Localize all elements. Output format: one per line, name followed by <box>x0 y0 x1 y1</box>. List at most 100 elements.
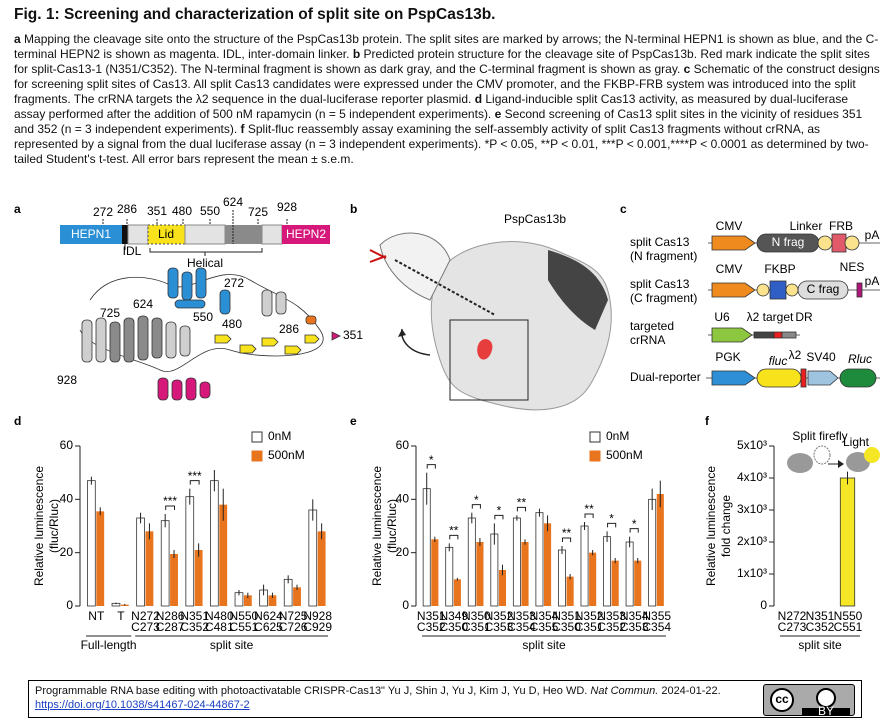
significance-bracket <box>165 505 176 510</box>
site-label: 351 <box>147 204 167 218</box>
site-label: 624 <box>223 195 243 209</box>
x-tick-label: C352 <box>180 620 209 634</box>
journal: Nat Commun. <box>590 685 659 697</box>
row-label: crRNA <box>630 333 665 347</box>
site-label: 725 <box>248 205 268 219</box>
figure-caption: a Mapping the cleavage site onto the str… <box>14 32 880 167</box>
significance-label: *** <box>163 494 177 508</box>
protein-label: PspCas13b <box>504 212 566 226</box>
x-tick-label: N349 <box>439 609 468 623</box>
significance-label: ** <box>449 524 459 538</box>
element-label: fluc <box>769 354 788 368</box>
x-tick-label: C353 <box>485 620 514 634</box>
element-label: SV40 <box>806 350 836 364</box>
y-axis-label: Relative luminescence <box>32 466 46 586</box>
date: 2024-01-22. <box>661 685 721 697</box>
row-label: (N fragment) <box>630 249 697 263</box>
bar <box>839 477 856 607</box>
x-tick-label: C352 <box>417 620 446 634</box>
bar <box>634 560 642 606</box>
panel-letter: b <box>350 202 357 216</box>
element-label: λ2 <box>789 348 802 362</box>
significance-label: * <box>429 453 434 467</box>
legend-swatch <box>589 431 601 443</box>
bar <box>512 517 521 607</box>
bar <box>625 541 634 607</box>
y-tick-label: 20 <box>60 545 74 559</box>
group-label: split site <box>522 638 566 652</box>
x-tick-label: C726 <box>279 620 308 634</box>
bar <box>96 511 105 606</box>
site-label: 928 <box>277 200 297 214</box>
bar <box>648 498 657 607</box>
citation: Programmable RNA base editing with photo… <box>35 684 721 712</box>
caption-text: Ligand-inducible split Cas13 activity, a… <box>14 92 849 121</box>
legend-swatch <box>251 450 263 462</box>
bar <box>293 587 301 606</box>
bar <box>170 554 178 606</box>
x-tick-label: N352 <box>485 609 514 623</box>
significance-label: * <box>609 512 614 526</box>
significance-bracket <box>471 504 481 509</box>
element-label: NES <box>840 260 865 274</box>
firefly-icon <box>787 445 880 473</box>
x-tick-label: N272 <box>778 609 807 623</box>
license-by: BY <box>818 704 834 715</box>
y-tick-label: 40 <box>60 492 74 506</box>
site-label: 272 <box>93 205 113 219</box>
x-tick-label: N272 <box>131 609 160 623</box>
x-tick-label: C625 <box>254 620 283 634</box>
bar <box>160 520 170 607</box>
legend-label: 0nM <box>606 429 629 443</box>
figure-title: Fig. 1: Screening and characterization o… <box>14 6 496 23</box>
x-tick-label: N351 <box>552 609 581 623</box>
significance-bracket <box>629 528 639 533</box>
element-label: Linker <box>790 219 823 233</box>
significance-label: *** <box>188 469 202 483</box>
site-label: 928 <box>57 373 77 387</box>
element-label: CMV <box>716 262 743 276</box>
site-label: 624 <box>133 297 153 311</box>
row-label: targeted <box>630 319 674 333</box>
significance-label: * <box>474 493 479 507</box>
site-label: 480 <box>222 317 242 331</box>
license-icon: cc BY <box>770 688 850 718</box>
panel-letter: c <box>620 202 627 216</box>
caption-label: a <box>14 32 21 46</box>
bar <box>467 517 476 607</box>
x-tick-label: N353 <box>507 609 536 623</box>
element-label: CMV <box>716 219 743 233</box>
x-tick-label: N354 <box>530 609 559 623</box>
domain-label: HEPN1 <box>71 227 111 241</box>
x-tick-label: N350 <box>462 609 491 623</box>
y-axis-label: Relative luminescence <box>704 466 718 586</box>
y-tick-label: 40 <box>396 492 410 506</box>
bar <box>453 579 461 606</box>
x-tick-label: N480 <box>205 609 234 623</box>
site-label: 351 <box>343 328 363 342</box>
domain-label: HEPN2 <box>286 227 326 241</box>
x-tick-label: C551 <box>230 620 259 634</box>
x-tick-label: C273 <box>131 620 160 634</box>
y-tick-label: 1x10³ <box>737 566 767 580</box>
x-tick-label: N354 <box>620 609 649 623</box>
bar <box>656 494 664 606</box>
y-axis-label: (fluc/Rluc) <box>47 499 61 553</box>
bar <box>308 509 318 607</box>
x-tick-label: C354 <box>507 620 536 634</box>
doi-link[interactable]: https://doi.org/10.1038/s41467-024-44867… <box>35 699 250 711</box>
x-tick-label: N351 <box>806 609 835 623</box>
x-tick-label: C350 <box>439 620 468 634</box>
group-label: Full-length <box>81 638 137 652</box>
caption-text: Mapping the cleavage site onto the struc… <box>14 32 879 61</box>
helical-label: Helical <box>187 256 223 270</box>
x-tick-label: C351 <box>462 620 491 634</box>
bar <box>317 531 326 606</box>
domain-label: Lid <box>158 227 174 241</box>
significance-bracket <box>584 513 594 518</box>
site-label: 286 <box>279 322 299 336</box>
site-label: 480 <box>172 204 192 218</box>
group-label: split site <box>210 638 254 652</box>
significance-bracket <box>607 522 617 528</box>
x-tick-label: C350 <box>552 620 581 634</box>
